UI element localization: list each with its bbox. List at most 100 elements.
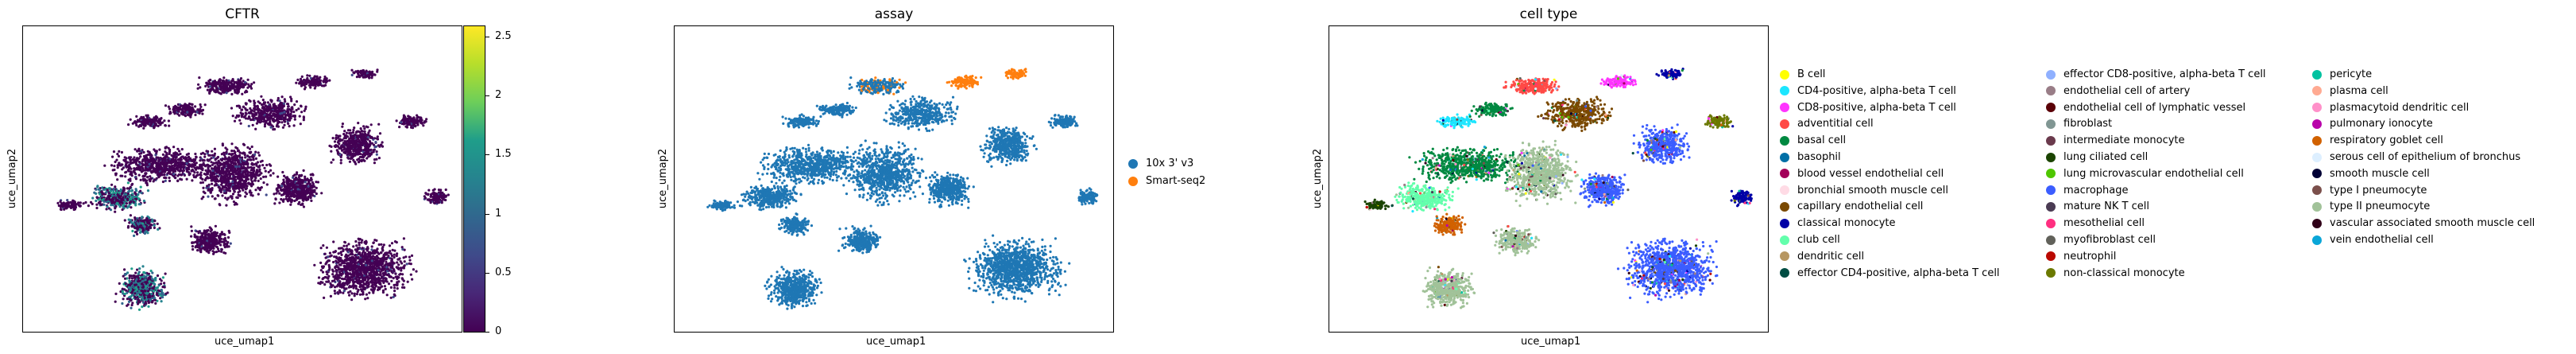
cftr-point: [277, 185, 281, 188]
cftr-point: [280, 121, 284, 124]
cftr-point: [199, 152, 203, 155]
cftr-point: [142, 199, 145, 203]
cftr-point: [158, 165, 161, 168]
cftr-point: [146, 118, 149, 121]
cftr-point: [220, 158, 223, 162]
cftr-point: [253, 175, 257, 178]
cftr-point: [249, 150, 253, 154]
cftr-point: [204, 243, 207, 247]
cftr-point: [82, 202, 85, 205]
cftr-point: [279, 101, 283, 104]
cftr-point: [87, 204, 90, 208]
cftr-point: [358, 130, 362, 134]
cftr-point: [282, 178, 285, 181]
cftr-point: [211, 150, 214, 153]
cftr-point: [358, 158, 361, 161]
cftr-point: [245, 193, 249, 196]
cftr-point: [123, 156, 126, 159]
cftr-point: [220, 171, 223, 174]
cftr-point: [207, 80, 211, 83]
cftr-point: [201, 169, 204, 172]
cftr-point: [174, 163, 177, 166]
cftr-point: [226, 165, 230, 169]
cftr-point: [215, 251, 219, 254]
cftr-point: [222, 242, 226, 245]
cftr-point: [123, 187, 126, 190]
cftr-point: [214, 180, 217, 183]
cftr-point: [213, 154, 216, 158]
cftr-point: [187, 158, 190, 161]
cftr-point: [140, 191, 143, 195]
cftr-point: [416, 114, 419, 117]
cftr-point: [311, 173, 314, 176]
cftr-point: [246, 154, 249, 158]
cftr-point: [280, 110, 284, 113]
cftr-point: [254, 189, 257, 192]
cftr-point: [226, 168, 229, 171]
cftr-point: [295, 185, 298, 188]
cftr-point: [229, 173, 232, 177]
cftr-point: [198, 239, 201, 243]
cftr-point: [201, 177, 204, 181]
cftr-point: [438, 200, 441, 204]
cftr-point: [130, 295, 133, 298]
cftr-point: [261, 115, 264, 119]
cftr-point: [137, 193, 140, 196]
cftr-point: [262, 101, 266, 104]
cftr-point: [289, 108, 292, 111]
cftr-point: [250, 185, 253, 188]
cftr-point: [130, 206, 133, 209]
cftr-point: [174, 169, 177, 173]
cftr-point: [269, 126, 273, 129]
cftr-point: [139, 203, 142, 206]
cftr-point: [215, 170, 219, 173]
cftr-point: [302, 116, 305, 119]
cftr-point: [188, 164, 191, 167]
cftr-point: [158, 278, 162, 281]
cftr-point: [148, 162, 151, 165]
cftr-point: [196, 249, 199, 252]
cftr-point: [137, 119, 141, 123]
cftr-point: [203, 240, 206, 243]
cftr-point: [276, 115, 279, 119]
cftr-point: [164, 104, 168, 107]
cftr-point: [437, 189, 441, 192]
cftr-point: [244, 107, 247, 110]
cftr-point: [226, 241, 230, 244]
cftr-point: [235, 91, 239, 95]
cftr-point: [343, 142, 346, 146]
cftr-point: [257, 154, 261, 157]
cftr-point: [218, 166, 221, 169]
cftr-point: [280, 105, 284, 108]
cftr-point: [153, 283, 157, 286]
cftr-point: [120, 192, 124, 196]
cftr-point: [359, 149, 362, 152]
cftr-point: [173, 107, 176, 110]
cftr-point: [291, 185, 294, 188]
cftr-point: [199, 181, 203, 185]
cftr-point: [130, 189, 133, 193]
cftr-point: [144, 173, 147, 176]
cftr-point: [211, 163, 215, 166]
cftr-point: [185, 177, 188, 181]
cftr-point: [296, 181, 299, 185]
cftr-point: [151, 271, 154, 274]
cftr-point: [153, 159, 157, 162]
cftr-point: [288, 187, 291, 190]
cftr-point: [254, 150, 257, 154]
cftr-point: [231, 115, 234, 118]
cftr-point: [427, 193, 430, 196]
cftr-point: [135, 123, 138, 127]
cftr-point: [352, 141, 355, 145]
cftr-point: [116, 199, 119, 202]
cftr-point: [204, 247, 207, 251]
cftr-point: [249, 84, 253, 88]
cftr-point: [91, 196, 95, 200]
cftr-point: [267, 105, 270, 109]
cftr-point: [149, 175, 152, 178]
cftr-point: [258, 173, 261, 177]
cftr-point: [237, 115, 240, 118]
cftr-point: [306, 81, 309, 84]
cftr-point: [134, 188, 137, 191]
cftr-point: [168, 107, 172, 111]
